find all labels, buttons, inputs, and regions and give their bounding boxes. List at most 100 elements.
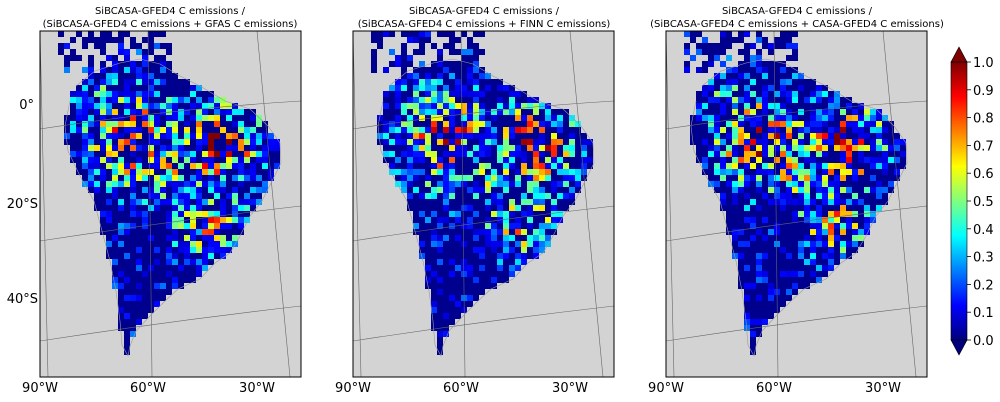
grid-cell <box>509 205 515 211</box>
grid-cell <box>479 235 485 241</box>
grid-cell <box>172 265 178 271</box>
grid-cell <box>708 109 714 115</box>
grid-cell <box>732 115 738 121</box>
grid-cell <box>124 301 130 307</box>
grid-cell <box>515 115 521 121</box>
grid-cell <box>810 187 816 193</box>
grid-cell <box>708 49 714 55</box>
grid-cell <box>220 211 226 217</box>
grid-cell <box>262 139 268 145</box>
grid-cell <box>756 145 762 151</box>
grid-cell <box>888 157 894 163</box>
grid-cell <box>70 157 76 163</box>
grid-cell <box>184 97 190 103</box>
grid-cell <box>88 91 94 97</box>
grid-cell <box>780 283 786 289</box>
grid-cell <box>82 127 88 133</box>
grid-cell <box>732 121 738 127</box>
grid-cell <box>70 55 76 61</box>
grid-cell <box>762 175 768 181</box>
grid-cell <box>521 199 527 205</box>
grid-cell <box>166 103 172 109</box>
grid-cell <box>190 175 196 181</box>
grid-cell <box>407 133 413 139</box>
grid-cell <box>780 121 786 127</box>
grid-cell <box>190 265 196 271</box>
grid-cell <box>810 103 816 109</box>
grid-cell <box>810 205 816 211</box>
grid-cell <box>822 97 828 103</box>
grid-cell <box>172 229 178 235</box>
panel-3-frame <box>665 30 928 378</box>
grid-cell <box>419 49 425 55</box>
grid-cell <box>106 85 112 91</box>
grid-cell <box>208 145 214 151</box>
grid-cell <box>467 241 473 247</box>
grid-cell <box>714 187 720 193</box>
grid-cell <box>497 181 503 187</box>
panel-2-title-line1: SiBCASA-GFED4 C emissions / <box>409 6 560 17</box>
grid-cell <box>708 151 714 157</box>
grid-cell <box>431 301 437 307</box>
grid-cell <box>792 211 798 217</box>
grid-cell <box>786 265 792 271</box>
grid-cell <box>226 217 232 223</box>
grid-cell <box>443 301 449 307</box>
grid-cell <box>569 139 575 145</box>
grid-cell <box>852 235 858 241</box>
grid-cell <box>467 103 473 109</box>
grid-cell <box>148 193 154 199</box>
grid-cell <box>756 277 762 283</box>
grid-cell <box>112 139 118 145</box>
grid-cell <box>142 187 148 193</box>
grid-cell <box>882 193 888 199</box>
grid-cell <box>82 67 88 73</box>
grid-cell <box>533 145 539 151</box>
grid-cell <box>190 187 196 193</box>
grid-cell <box>810 271 816 277</box>
grid-cell <box>762 151 768 157</box>
grid-cell <box>461 241 467 247</box>
grid-cell <box>262 187 268 193</box>
grid-cell <box>425 259 431 265</box>
grid-cell <box>756 247 762 253</box>
grid-cell <box>413 223 419 229</box>
grid-cell <box>136 85 142 91</box>
grid-cell <box>160 211 166 217</box>
grid-cell <box>443 61 449 67</box>
grid-cell <box>154 253 160 259</box>
grid-cell <box>708 169 714 175</box>
grid-cell <box>726 187 732 193</box>
grid-cell <box>527 223 533 229</box>
grid-cell <box>118 205 124 211</box>
grid-cell <box>792 43 798 49</box>
grid-cell <box>852 217 858 223</box>
grid-cell <box>744 169 750 175</box>
grid-cell <box>88 169 94 175</box>
grid-cell <box>401 175 407 181</box>
grid-cell <box>449 157 455 163</box>
grid-cell <box>76 97 82 103</box>
grid-cell <box>407 169 413 175</box>
grid-cell <box>756 49 762 55</box>
grid-cell <box>491 163 497 169</box>
grid-cell <box>708 157 714 163</box>
grid-cell <box>431 295 437 301</box>
grid-cell <box>708 175 714 181</box>
grid-cell <box>425 229 431 235</box>
grid-cell <box>214 181 220 187</box>
grid-cell <box>696 91 702 97</box>
grid-cell <box>527 217 533 223</box>
grid-cell <box>810 199 816 205</box>
grid-cell <box>780 277 786 283</box>
grid-cell <box>834 181 840 187</box>
grid-cell <box>425 181 431 187</box>
grid-cell <box>581 151 587 157</box>
grid-cell <box>136 247 142 253</box>
grid-cell <box>425 79 431 85</box>
grid-cell <box>708 139 714 145</box>
grid-cell <box>455 235 461 241</box>
grid-cell <box>467 139 473 145</box>
grid-cell <box>822 103 828 109</box>
grid-cell <box>250 151 256 157</box>
